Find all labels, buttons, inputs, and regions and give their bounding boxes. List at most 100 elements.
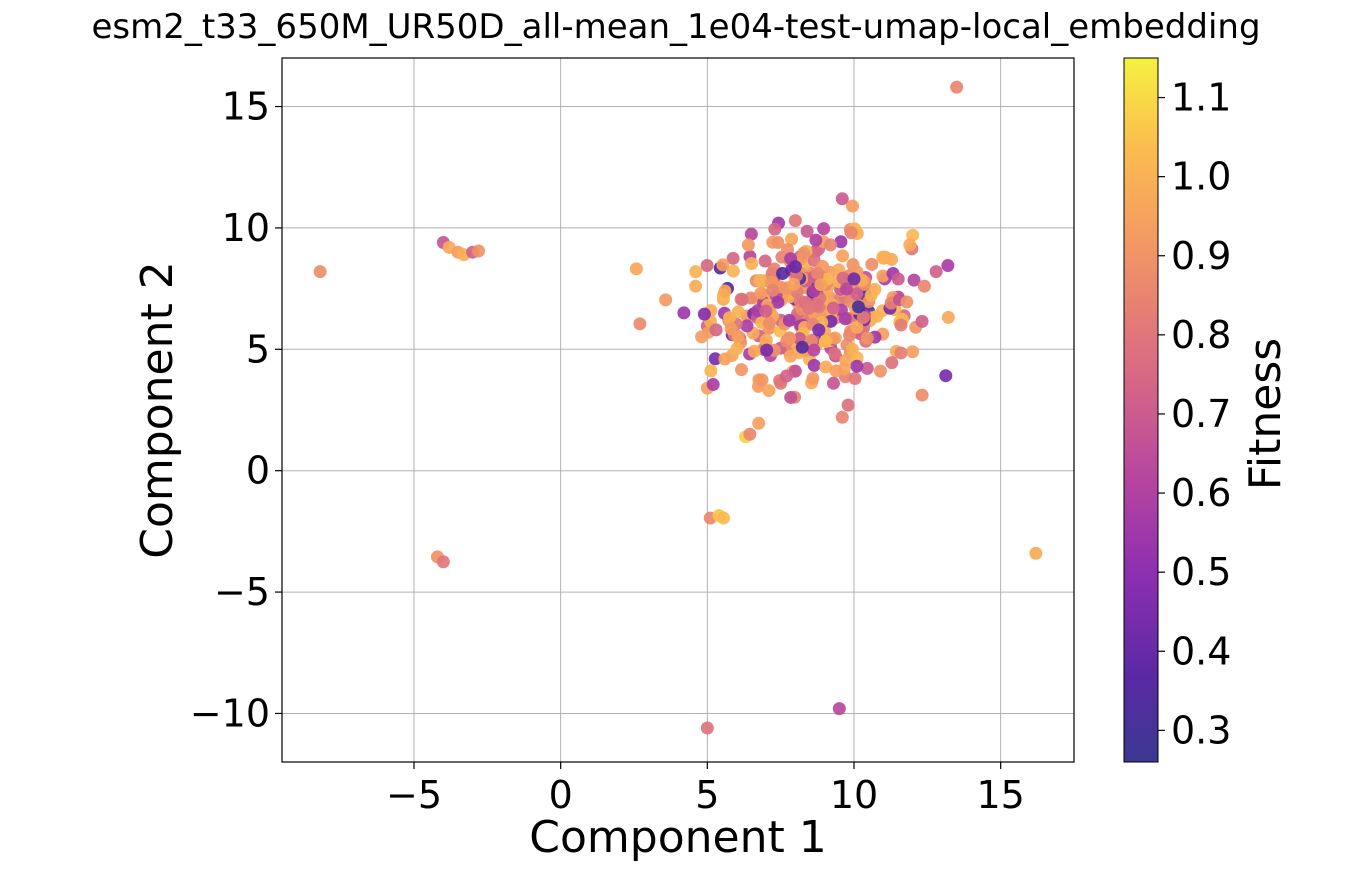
scatter-point <box>832 702 846 716</box>
scatter-point <box>828 347 842 361</box>
scatter-point <box>906 345 920 359</box>
scatter-point <box>864 288 878 302</box>
colorbar-tick-label: 0.5 <box>1171 550 1231 594</box>
scatter-point <box>709 323 723 337</box>
scatter-point <box>915 314 929 328</box>
scatter-point <box>700 258 714 272</box>
scatter-point <box>800 224 814 238</box>
scatter-point <box>629 262 643 276</box>
scatter-point <box>716 258 730 272</box>
scatter-point <box>941 310 955 324</box>
y-tick-label: −5 <box>214 570 270 614</box>
colorbar-tick-label: 0.6 <box>1171 471 1231 515</box>
scatter-point <box>747 344 761 358</box>
scatter-point <box>828 331 842 345</box>
scatter-point <box>776 266 790 280</box>
scatter-point <box>762 316 776 330</box>
scatter-point <box>856 311 870 325</box>
scatter-points <box>313 80 1043 735</box>
scatter-point <box>903 238 917 252</box>
y-axis-label: Component 2 <box>132 261 183 558</box>
scatter-point <box>835 192 849 206</box>
scatter-point <box>826 301 840 315</box>
scatter-point <box>785 232 799 246</box>
scatter-point <box>700 721 714 735</box>
x-tick-label: 15 <box>976 773 1024 817</box>
scatter-point <box>841 398 855 412</box>
scatter-point <box>783 331 797 345</box>
scatter-point <box>740 319 754 333</box>
scatter-point <box>907 273 921 287</box>
scatter-point <box>783 349 797 363</box>
scatter-point <box>716 511 730 525</box>
colorbar-tick-label: 0.7 <box>1171 392 1231 436</box>
scatter-point <box>848 372 862 386</box>
scatter-point <box>706 378 720 392</box>
scatter-point <box>726 251 740 265</box>
y-axis-ticks: −10 −5 0 5 10 15 <box>190 85 282 735</box>
scatter-point <box>850 287 864 301</box>
scatter-point <box>724 322 738 336</box>
scatter-point <box>850 359 864 373</box>
scatter-point <box>876 250 890 264</box>
x-tick-label: 0 <box>549 773 573 817</box>
scatter-point <box>814 278 828 292</box>
scatter-point <box>760 343 774 357</box>
scatter-point <box>741 238 755 252</box>
scatter-point <box>807 343 821 357</box>
scatter-point <box>659 293 673 307</box>
scatter-point <box>846 199 860 213</box>
plot-frame <box>281 57 1075 763</box>
scatter-point <box>797 246 811 260</box>
scatter-point <box>436 555 450 569</box>
scatter-point <box>755 373 769 387</box>
scatter-point <box>677 306 691 320</box>
scatter-point <box>873 364 887 378</box>
scatter-point <box>847 272 861 286</box>
scatter-point <box>870 309 884 323</box>
scatter-point <box>768 222 782 236</box>
x-tick-label: 5 <box>695 773 719 817</box>
scatter-point <box>726 264 740 278</box>
scatter-point <box>754 286 768 300</box>
scatter-point <box>817 222 831 236</box>
colorbar-label: Fitness <box>1240 338 1291 490</box>
scatter-point <box>758 254 772 268</box>
scatter-point <box>917 279 931 293</box>
scatter-point <box>759 333 773 347</box>
scatter-point <box>753 273 767 287</box>
colorbar <box>1123 57 1159 763</box>
scatter-point <box>941 259 955 273</box>
scatter-point <box>824 238 838 252</box>
chart-title: esm2_t33_650M_UR50D_all-mean_1e04-test-u… <box>91 7 1260 47</box>
y-tick-label: 0 <box>246 449 270 493</box>
scatter-point <box>844 226 858 240</box>
scatter-point <box>891 272 905 286</box>
scatter-point <box>806 371 820 385</box>
x-axis-label: Component 1 <box>529 812 826 863</box>
scatter-point <box>784 390 798 404</box>
scatter-point <box>745 256 759 270</box>
scatter-point <box>780 369 794 383</box>
scatter-point <box>766 283 780 297</box>
scatter-point <box>689 279 703 293</box>
colorbar-tick-label: 1.0 <box>1171 155 1231 199</box>
scatter-point <box>752 416 766 430</box>
x-tick-label: 10 <box>830 773 878 817</box>
scatter-point <box>865 257 879 271</box>
scatter-point <box>915 388 929 402</box>
scatter-point <box>762 384 776 398</box>
scatter-point <box>836 271 850 285</box>
grid-lines <box>282 58 1074 762</box>
scatter-point <box>929 265 943 279</box>
scatter-point <box>1029 546 1043 560</box>
scatter-point <box>819 360 833 374</box>
x-tick-label: −5 <box>386 773 442 817</box>
scatter-point <box>718 284 732 298</box>
scatter-point <box>851 300 865 314</box>
scatter-point <box>812 323 826 337</box>
colorbar-ticks: 0.3 0.4 0.5 0.6 0.7 0.8 0.9 1.0 1.1 <box>1158 76 1231 752</box>
scatter-point <box>759 304 773 318</box>
scatter-point <box>743 427 757 441</box>
